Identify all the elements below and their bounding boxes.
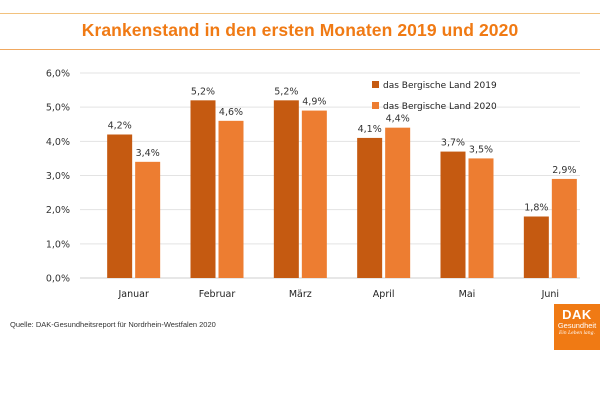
data-label: 4,4% xyxy=(386,114,410,125)
bar-2019 xyxy=(357,137,383,278)
data-label: 5,2% xyxy=(191,86,215,97)
header-bottom-rule xyxy=(0,49,600,50)
data-label: 4,2% xyxy=(108,121,132,132)
x-tick-label: Juni xyxy=(541,289,559,300)
logo-name: DAK xyxy=(562,307,592,322)
x-tick-label: März xyxy=(289,289,312,300)
logo-slogan: Ein Leben lang. xyxy=(559,331,595,336)
bar-2020 xyxy=(385,127,411,279)
data-label: 5,2% xyxy=(274,86,298,97)
bar-2020 xyxy=(301,110,327,278)
chart-title: Krankenstand in den ersten Monaten 2019 … xyxy=(81,20,519,40)
x-tick-label: April xyxy=(373,289,395,300)
bar-2020 xyxy=(551,178,577,278)
bar-2019 xyxy=(107,134,133,278)
y-tick-label: 4,0% xyxy=(46,137,70,148)
data-label: 2,9% xyxy=(552,165,576,176)
data-label: 3,5% xyxy=(469,144,493,155)
y-tick-label: 6,0% xyxy=(46,69,70,80)
data-label: 3,7% xyxy=(441,138,465,149)
bar-2019 xyxy=(190,100,216,278)
legend-swatch-2020 xyxy=(372,102,379,109)
logo-subtitle: Gesundheit xyxy=(557,321,597,330)
legend-swatch-2019 xyxy=(372,81,379,88)
dak-logo: DAK Gesundheit Ein Leben lang. xyxy=(554,304,600,350)
bar-chart: 0,0% 1,0% 2,0% 3,0% 4,0% 5,0% 6,0% 4,2% 3,4% Janu… xyxy=(46,69,580,300)
y-tick-label: 2,0% xyxy=(46,205,70,216)
y-tick-label: 3,0% xyxy=(46,171,70,182)
x-tick-label: Mai xyxy=(459,289,476,300)
data-label: 3,4% xyxy=(136,148,160,159)
x-tick-label: Februar xyxy=(199,289,236,300)
bar-2019 xyxy=(523,216,549,278)
y-tick-label: 1,0% xyxy=(46,239,70,250)
data-label: 4,1% xyxy=(358,124,382,135)
header-top-rule xyxy=(0,13,600,14)
y-tick-label: 0,0% xyxy=(46,274,70,285)
data-label: 4,6% xyxy=(219,107,243,118)
bar-2020 xyxy=(135,161,161,278)
source-note: Quelle: DAK-Gesundheitsreport für Nordrh… xyxy=(10,320,216,329)
x-tick-label: Januar xyxy=(117,289,148,300)
bar-2020 xyxy=(218,120,244,278)
bar-2019 xyxy=(440,151,466,278)
legend-label: das Bergische Land 2020 xyxy=(383,102,497,112)
data-label: 4,9% xyxy=(302,97,326,108)
bar-2020 xyxy=(468,158,494,278)
y-tick-label: 5,0% xyxy=(46,103,70,114)
data-label: 1,8% xyxy=(524,203,548,214)
legend-label: das Bergische Land 2019 xyxy=(383,81,497,91)
bar-2019 xyxy=(273,100,299,278)
